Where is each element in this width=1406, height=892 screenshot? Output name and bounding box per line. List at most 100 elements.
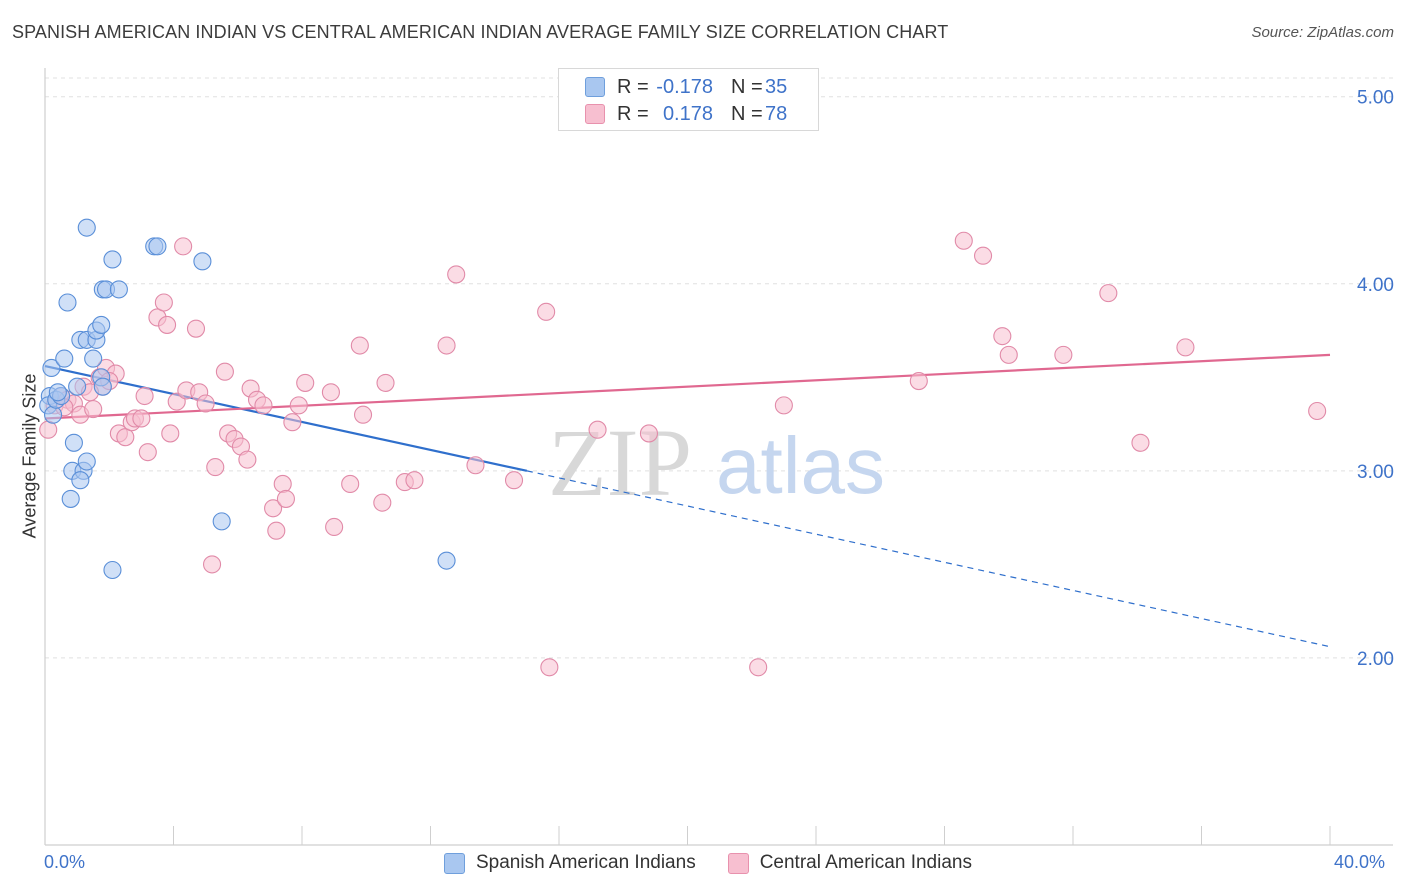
data-point-spanish xyxy=(193,252,212,271)
data-point-central xyxy=(973,246,993,265)
axes xyxy=(44,68,1393,846)
data-point-central xyxy=(289,396,308,415)
data-point-central xyxy=(1308,401,1327,421)
data-point-central xyxy=(276,489,295,508)
legend-n-label: N = xyxy=(731,75,763,98)
source-label: Source: ZipAtlas.com xyxy=(1251,24,1394,41)
data-point-spanish xyxy=(64,433,83,452)
watermark-atlas: atlas xyxy=(716,421,885,510)
data-point-spanish xyxy=(55,349,74,368)
data-point-central xyxy=(437,336,456,355)
y-tick-labels: 2.00 3.00 4.00 5.00 xyxy=(1357,88,1394,670)
data-point-central xyxy=(504,471,524,490)
data-point-central xyxy=(39,420,58,439)
data-point-spanish xyxy=(148,237,167,256)
y-tick-label: 5.00 xyxy=(1357,88,1394,109)
chart-title: SPANISH AMERICAN INDIAN VS CENTRAL AMERI… xyxy=(12,22,949,42)
data-point-spanish xyxy=(103,250,122,269)
data-point-central xyxy=(405,471,424,490)
legend-item-spanish[interactable]: Spanish American Indians xyxy=(444,852,696,874)
legend-r-value: -0.178 xyxy=(656,75,713,98)
data-point-central xyxy=(1054,345,1073,364)
legend-r-value: 0.178 xyxy=(662,102,713,125)
data-point-spanish xyxy=(58,293,77,312)
legend-r-label: R = xyxy=(617,75,649,98)
legend-item-central[interactable]: Central American Indians xyxy=(727,852,972,874)
y-tick-label: 3.00 xyxy=(1357,462,1394,483)
data-point-central xyxy=(84,400,103,419)
data-point-central xyxy=(993,327,1012,346)
data-point-central xyxy=(273,474,292,493)
data-point-central xyxy=(1176,338,1195,357)
y-axis-label: Average Family Size xyxy=(19,373,40,539)
data-points xyxy=(39,218,1327,677)
data-point-central xyxy=(325,517,344,537)
data-point-spanish xyxy=(43,405,63,424)
data-point-central xyxy=(203,555,222,574)
correlation-legend: R = -0.178 N = 35 R = 0.178 N = 78 xyxy=(558,68,819,131)
data-point-central xyxy=(154,293,173,312)
y-tick-label: 2.00 xyxy=(1357,649,1394,670)
data-point-spanish xyxy=(93,377,112,396)
legend-row-blue: R = -0.178 N = 35 xyxy=(585,75,787,99)
data-point-central xyxy=(341,474,360,493)
data-point-central xyxy=(116,428,135,447)
legend-row-pink: R = 0.178 N = 78 xyxy=(585,102,787,126)
data-point-central xyxy=(639,424,659,443)
data-point-central xyxy=(186,319,206,338)
data-point-central xyxy=(267,521,286,540)
data-point-central xyxy=(588,420,607,439)
data-point-central xyxy=(954,231,973,250)
data-point-central xyxy=(283,413,302,432)
data-point-central xyxy=(132,409,151,428)
data-point-central xyxy=(321,383,340,402)
legend-swatch-central xyxy=(727,852,749,874)
watermark: ZIP atlas xyxy=(548,409,885,516)
legend-n-label: N = xyxy=(731,102,763,125)
legend-label-spanish: Spanish American Indians xyxy=(476,852,696,873)
data-point-central xyxy=(909,372,928,391)
data-point-central xyxy=(238,450,257,469)
data-point-central xyxy=(540,658,559,677)
data-point-spanish xyxy=(61,489,80,508)
data-point-spanish xyxy=(437,551,456,570)
legend-n-value: 78 xyxy=(765,102,788,125)
data-point-spanish xyxy=(77,452,96,471)
x-tick-left: 0.0% xyxy=(44,852,86,872)
data-point-central xyxy=(158,315,177,334)
data-point-central xyxy=(376,373,395,392)
data-point-central xyxy=(350,336,369,355)
data-point-central xyxy=(1099,284,1118,303)
data-point-spanish xyxy=(71,471,90,490)
data-point-spanish xyxy=(92,315,111,334)
legend-r-label: R = xyxy=(617,102,649,125)
data-point-central xyxy=(447,265,466,284)
data-point-central xyxy=(215,362,234,381)
data-point-central xyxy=(373,493,392,512)
data-point-central xyxy=(174,237,193,256)
data-point-central xyxy=(206,458,225,477)
data-point-central xyxy=(135,386,154,406)
trend-line-extension xyxy=(526,470,1331,648)
data-point-central xyxy=(537,302,556,321)
data-point-spanish xyxy=(212,512,231,531)
data-point-central xyxy=(138,443,157,462)
y-tick-label: 4.00 xyxy=(1357,275,1394,296)
legend-swatch-blue xyxy=(585,77,605,97)
data-point-central xyxy=(749,658,768,677)
grid-lines xyxy=(45,77,1393,659)
x-tick-right: 40.0% xyxy=(1334,852,1386,872)
data-point-central xyxy=(774,396,793,415)
data-point-central xyxy=(296,373,315,392)
data-point-spanish xyxy=(109,280,128,299)
series-legend: Spanish American Indians Central America… xyxy=(444,852,1004,874)
data-point-central xyxy=(254,396,273,415)
data-point-spanish xyxy=(103,560,122,580)
data-point-central xyxy=(999,345,1018,364)
data-point-central xyxy=(466,456,485,475)
data-point-spanish xyxy=(48,383,67,402)
legend-label-central: Central American Indians xyxy=(759,852,972,873)
data-point-central xyxy=(264,499,283,518)
data-point-spanish xyxy=(77,218,96,237)
